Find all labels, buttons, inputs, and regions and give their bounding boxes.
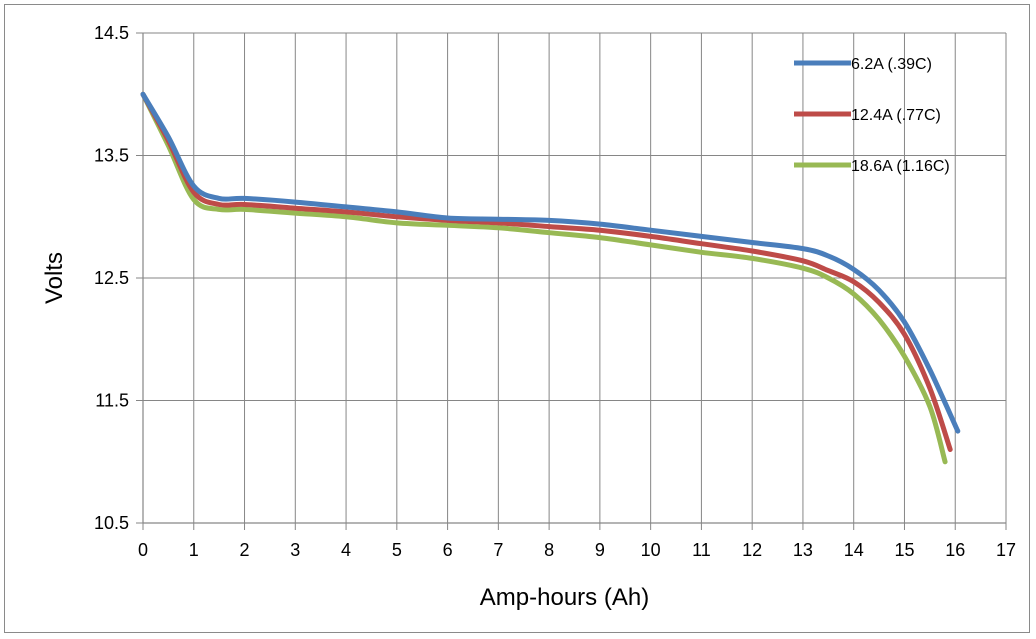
series-line-2 — [140, 91, 953, 452]
legend-label-3: 18.6A (1.16C) — [851, 158, 950, 175]
series-line-3 — [140, 91, 948, 465]
x-tick-label: 14 — [844, 540, 864, 560]
y-axis-title: Volts — [41, 252, 68, 304]
series-line-1 — [140, 91, 961, 434]
x-axis-title: Amp-hours (Ah) — [480, 584, 649, 611]
x-tick-label: 15 — [894, 540, 914, 560]
x-tick-label: 7 — [493, 540, 503, 560]
x-tick-label: 12 — [742, 540, 762, 560]
x-tick-label: 1 — [189, 540, 199, 560]
y-tick-label: 11.5 — [95, 391, 129, 411]
legend: 6.2A (.39C) 12.4A (.77C) 18.6A (1.16C) — [794, 56, 950, 175]
x-tick-label: 3 — [290, 540, 300, 560]
x-tick-label: 8 — [544, 540, 554, 560]
x-tick-label: 0 — [138, 540, 148, 560]
tick-labels: 10.511.512.513.514.50 1 2 3 4 5 6 7 8 9 10 11 12 13 14… — [94, 23, 1016, 560]
x-tick-label: 13 — [793, 540, 813, 560]
axes — [136, 32, 1007, 530]
legend-label-1: 6.2A (.39C) — [851, 56, 932, 73]
x-tick-label: 6 — [443, 540, 453, 560]
y-tick-label: 10.5 — [94, 513, 129, 533]
x-tick-label: 5 — [392, 540, 402, 560]
y-tick-label: 12.5 — [94, 268, 129, 288]
x-tick-label: 10 — [641, 540, 661, 560]
x-tick-label: 17 — [996, 540, 1016, 560]
legend-label-2: 12.4A (.77C) — [851, 107, 941, 124]
y-tick-label: 14.5 — [94, 23, 129, 43]
x-tick-label: 11 — [692, 540, 711, 560]
chart-frame — [4, 4, 1030, 633]
x-tick-label: 9 — [595, 540, 605, 560]
y-tick-label: 13.5 — [94, 146, 129, 166]
x-tick-label: 2 — [240, 540, 250, 560]
series-lines — [140, 91, 961, 465]
x-tick-label: 4 — [341, 540, 351, 560]
x-tick-label: 16 — [945, 540, 965, 560]
